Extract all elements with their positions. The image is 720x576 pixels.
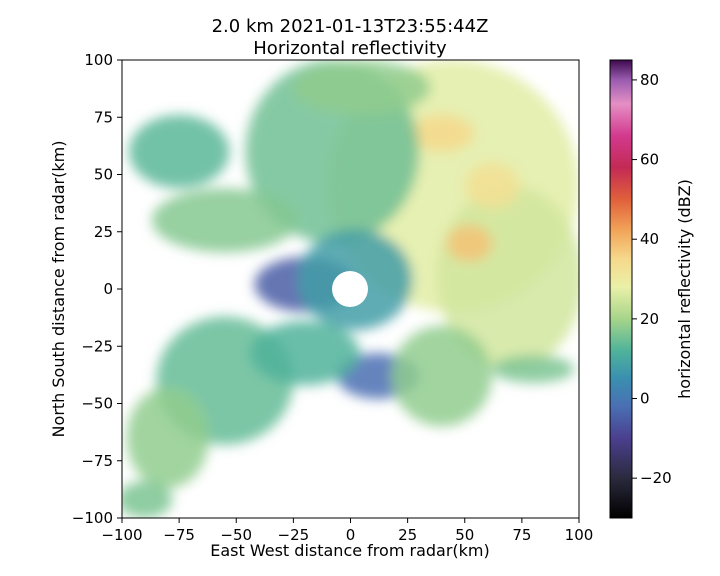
- y-axis: −100 −75 −50 −25 0 25 50 75 100: [72, 51, 122, 527]
- x-tick-label: 100: [565, 526, 594, 544]
- colorbar-tick-label: 0: [640, 390, 650, 408]
- chart-title-line1: 2.0 km 2021-01-13T23:55:44Z: [212, 16, 489, 37]
- x-tick-label: 25: [398, 526, 417, 544]
- x-tick-label: −75: [163, 526, 195, 544]
- x-axis-label: East West distance from radar(km): [210, 541, 490, 560]
- colorbar-tick-label: 60: [640, 151, 659, 169]
- y-tick-label: −75: [81, 452, 113, 470]
- echo-south-east-field: [391, 325, 493, 427]
- y-tick-label: 0: [103, 280, 113, 298]
- colorbar-tick-label: 40: [640, 230, 659, 248]
- y-tick-label: −50: [81, 395, 113, 413]
- colorbar-tick-label: 20: [640, 310, 659, 328]
- radar-blank-center: [332, 271, 368, 307]
- plot-area: [121, 59, 580, 519]
- echo-orange-core-2: [409, 114, 474, 152]
- y-tick-label: 25: [94, 223, 113, 241]
- x-tick-label: −25: [278, 526, 310, 544]
- chart-title-line2: Horizontal reflectivity: [253, 38, 447, 59]
- echo-north-green: [293, 60, 431, 115]
- x-tick-label: −50: [220, 526, 252, 544]
- echo-south-west-green: [126, 387, 209, 489]
- colorbar-gradient: [609, 59, 633, 519]
- x-tick-label: 50: [455, 526, 474, 544]
- echo-mid-south: [249, 321, 360, 386]
- echo-west-band: [151, 188, 298, 253]
- y-tick-label: 75: [94, 108, 113, 126]
- y-tick-label: 100: [84, 51, 113, 69]
- x-tick-label: 0: [346, 526, 356, 544]
- echo-orange-core-1: [446, 224, 493, 262]
- echo-south-east-streak: [492, 355, 575, 383]
- colorbar: −20 0 20 40 60 80 horizontal reflectivity (dB…: [609, 59, 694, 519]
- y-tick-label: −25: [81, 337, 113, 355]
- colorbar-ticks: −20 0 20 40 60 80: [632, 71, 672, 487]
- echo-orange-core-3: [464, 163, 520, 209]
- colorbar-label: horizontal reflectivity (dBZ): [675, 179, 694, 399]
- echo-north-west-band: [128, 114, 230, 189]
- colorbar-tick-label: 80: [640, 71, 659, 89]
- x-tick-label: 75: [512, 526, 531, 544]
- x-tick-label: −100: [101, 526, 142, 544]
- reflectivity-field: [122, 60, 579, 518]
- y-tick-label: −100: [72, 509, 113, 527]
- y-axis-label: North South distance from radar(km): [49, 141, 68, 438]
- echo-south-west-tail: [122, 481, 173, 518]
- x-axis: −100 −75 −50 −25 0 25 50 75 100: [101, 518, 593, 544]
- colorbar-tick-label: −20: [640, 469, 672, 487]
- y-tick-label: 50: [94, 166, 113, 184]
